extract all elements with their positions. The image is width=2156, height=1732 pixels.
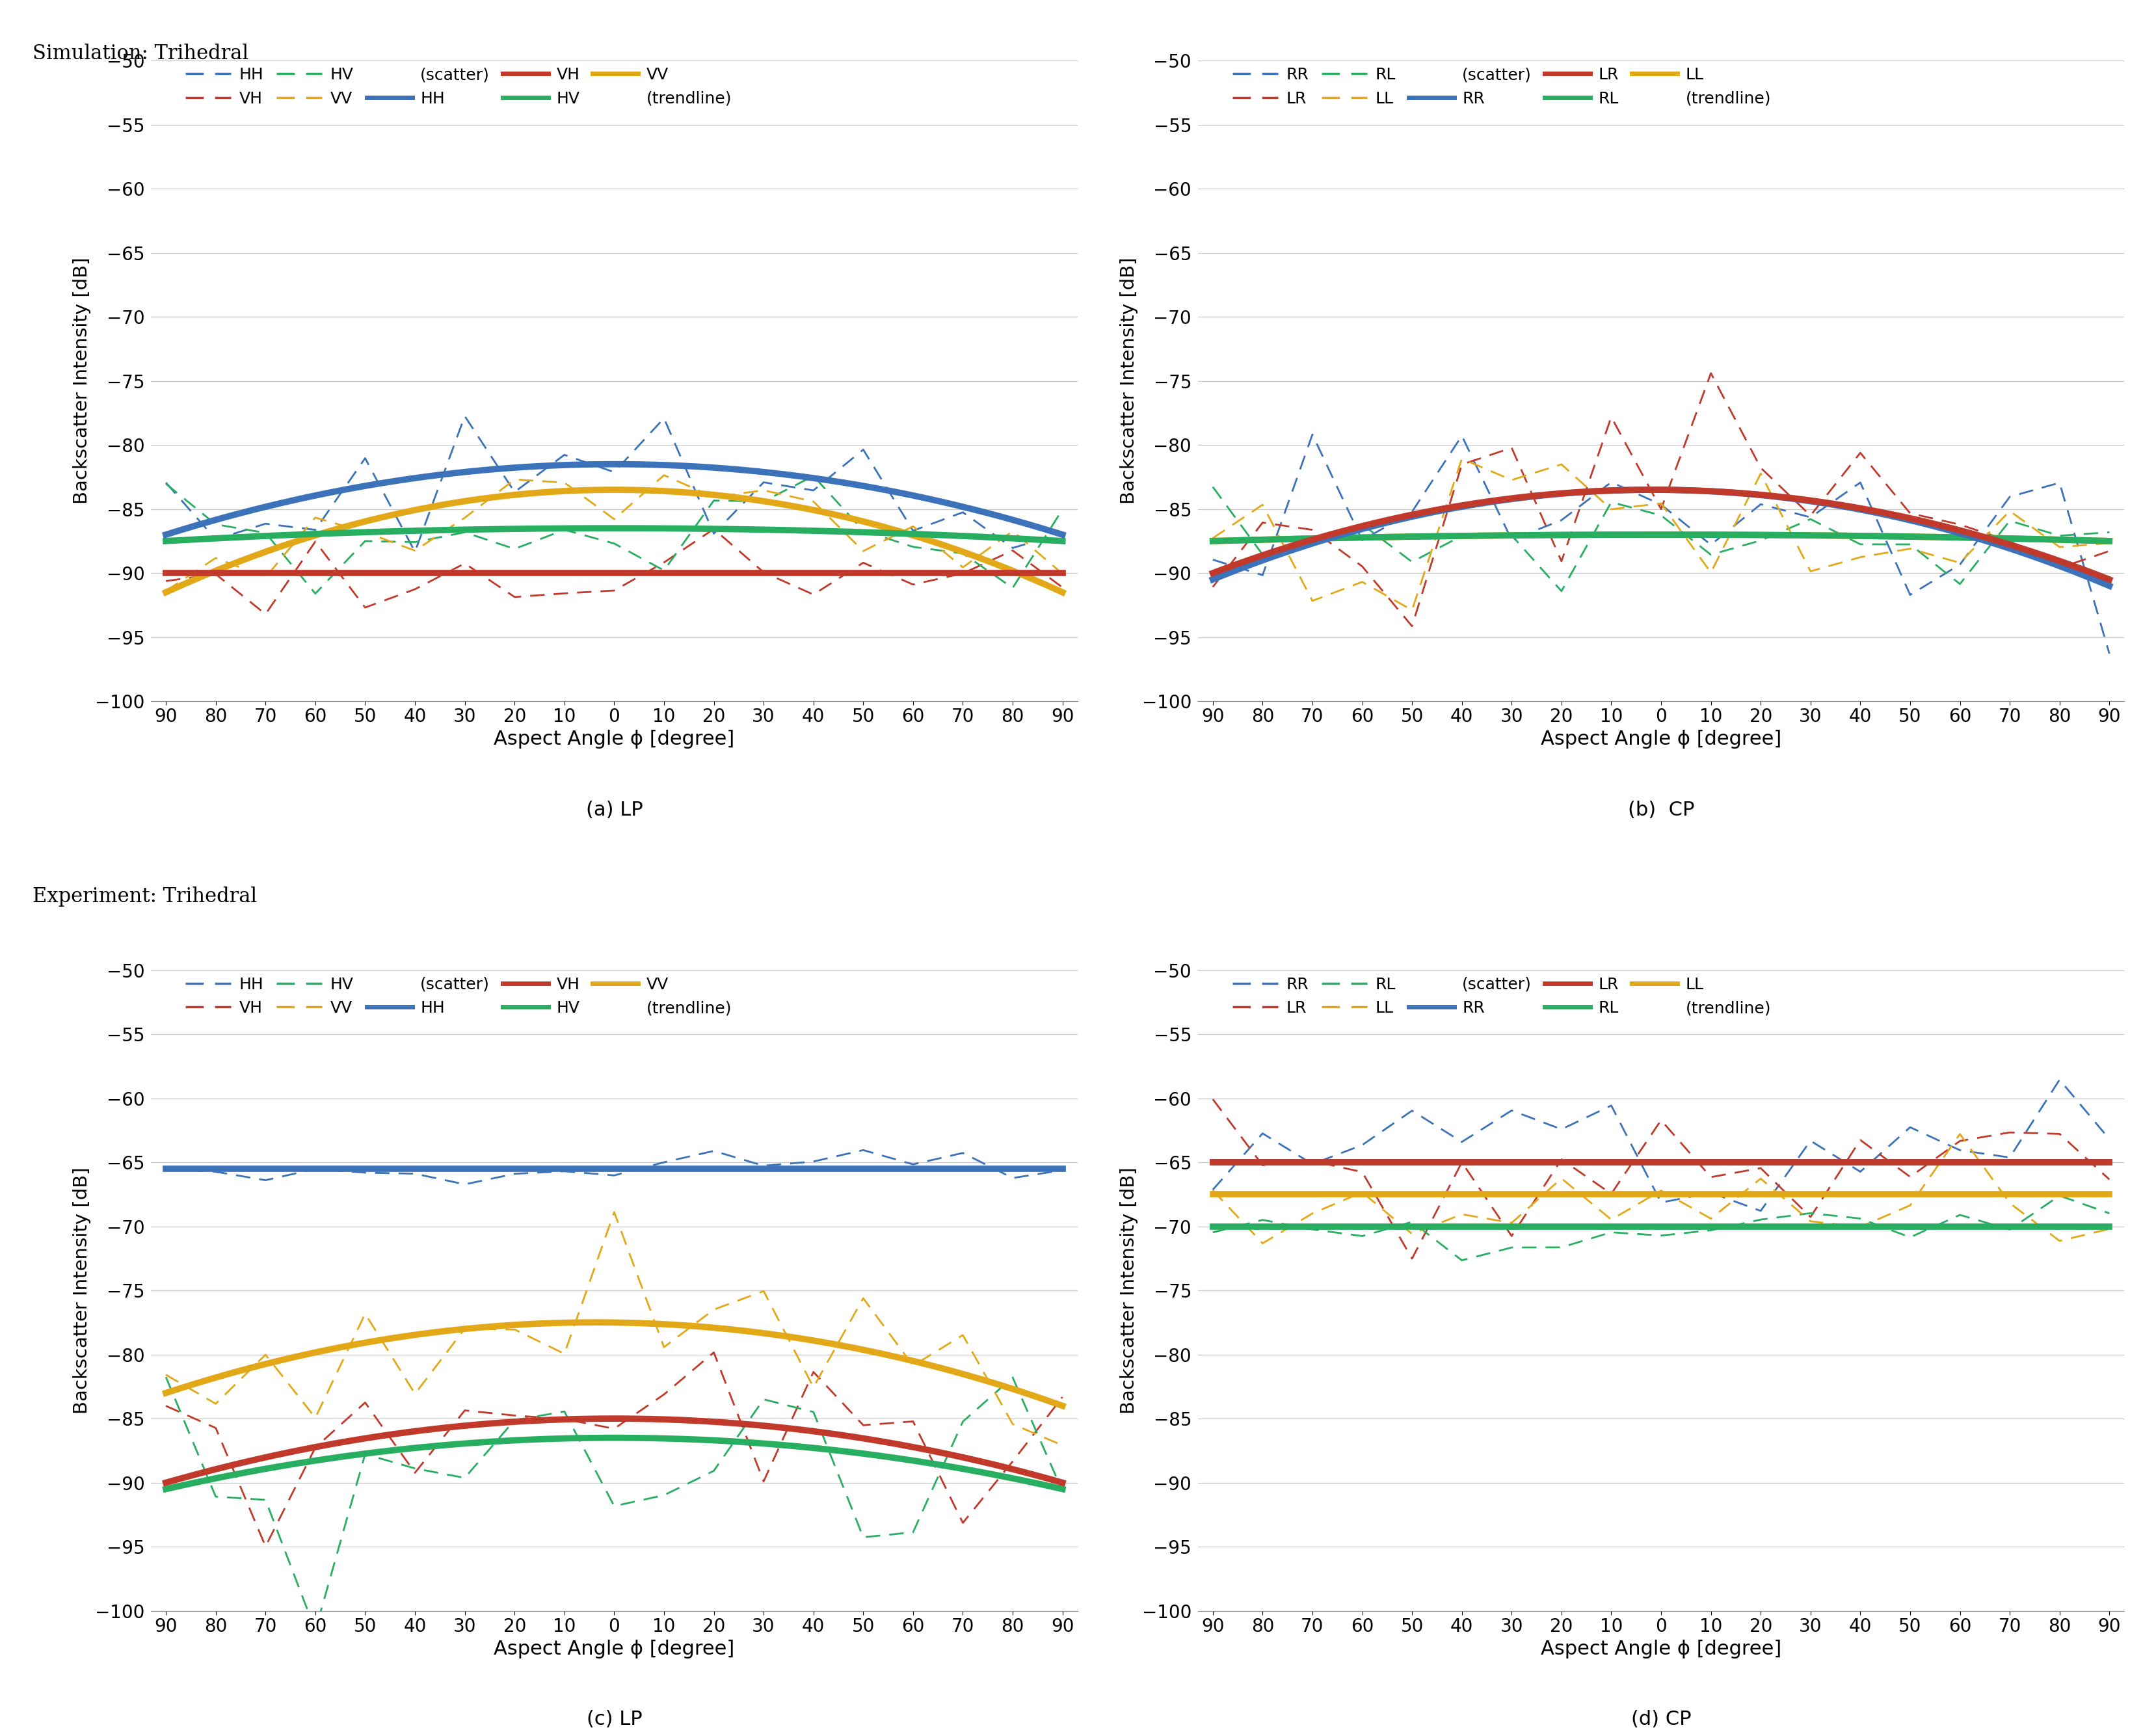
Legend: RR, LR, RL, LL, (scatter), RR, LR, RL, LL, (trendline): RR, LR, RL, LL, (scatter), RR, LR, RL, L… <box>1225 61 1777 113</box>
Text: (c) LP: (c) LP <box>586 1709 642 1729</box>
Text: (b)  CP: (b) CP <box>1628 800 1695 819</box>
Legend: HH, VH, HV, VV, (scatter), HH, VH, HV, VV, (trendline): HH, VH, HV, VV, (scatter), HH, VH, HV, V… <box>179 61 737 113</box>
Text: Experiment: Trihedral: Experiment: Trihedral <box>32 887 257 908</box>
Y-axis label: Backscatter Intensity [dB]: Backscatter Intensity [dB] <box>1119 258 1138 504</box>
X-axis label: Aspect Angle ϕ [degree]: Aspect Angle ϕ [degree] <box>1539 729 1781 748</box>
X-axis label: Aspect Angle ϕ [degree]: Aspect Angle ϕ [degree] <box>494 1640 735 1658</box>
Text: Simulation: Trihedral: Simulation: Trihedral <box>32 43 248 64</box>
X-axis label: Aspect Angle ϕ [degree]: Aspect Angle ϕ [degree] <box>494 729 735 748</box>
X-axis label: Aspect Angle ϕ [degree]: Aspect Angle ϕ [degree] <box>1539 1640 1781 1658</box>
Legend: HH, VH, HV, VV, (scatter), HH, VH, HV, VV, (trendline): HH, VH, HV, VV, (scatter), HH, VH, HV, V… <box>179 970 737 1022</box>
Text: (d) CP: (d) CP <box>1630 1709 1690 1729</box>
Text: (a) LP: (a) LP <box>586 800 642 819</box>
Y-axis label: Backscatter Intensity [dB]: Backscatter Intensity [dB] <box>73 1167 91 1413</box>
Y-axis label: Backscatter Intensity [dB]: Backscatter Intensity [dB] <box>73 258 91 504</box>
Legend: RR, LR, RL, LL, (scatter), RR, LR, RL, LL, (trendline): RR, LR, RL, LL, (scatter), RR, LR, RL, L… <box>1225 970 1777 1022</box>
Y-axis label: Backscatter Intensity [dB]: Backscatter Intensity [dB] <box>1119 1167 1138 1413</box>
